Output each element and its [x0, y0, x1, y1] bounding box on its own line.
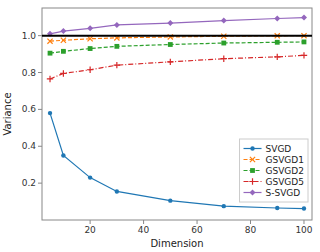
marker: [167, 20, 173, 26]
legend-marker: [249, 178, 255, 184]
x-tick: [197, 220, 198, 224]
marker: [87, 25, 93, 31]
legend-label: GSVGD5: [266, 177, 304, 187]
y-tick-label: 0.4: [22, 141, 37, 151]
marker: [221, 41, 226, 46]
marker: [275, 206, 279, 210]
marker: [114, 44, 119, 49]
marker: [61, 153, 65, 157]
legend-label: S-SVGD: [266, 188, 301, 198]
marker: [87, 67, 93, 73]
legend-label: SVGD: [266, 144, 292, 154]
legend-box: [240, 139, 308, 202]
marker: [221, 18, 227, 24]
y-tick-label: 0.6: [22, 104, 37, 114]
marker: [274, 54, 280, 60]
marker: [168, 198, 172, 202]
marker: [47, 76, 53, 82]
y-tick: [38, 35, 42, 36]
series-line: [50, 18, 304, 34]
marker: [88, 46, 93, 51]
y-tick: [38, 146, 42, 147]
marker: [47, 39, 52, 44]
legend-marker: [250, 146, 254, 150]
marker: [168, 42, 173, 47]
y-tick-label: 0.2: [22, 178, 36, 188]
x-axis-label: Dimension: [150, 238, 203, 249]
x-tick: [250, 220, 251, 224]
plot-area: [42, 15, 312, 211]
y-tick: [38, 109, 42, 110]
marker: [274, 16, 280, 22]
y-tick-label: 0.8: [22, 68, 37, 78]
y-tick: [38, 183, 42, 184]
marker: [302, 40, 307, 45]
x-tick-label: 80: [245, 225, 257, 235]
legend-marker: [250, 168, 255, 173]
marker: [301, 15, 307, 21]
marker: [114, 62, 120, 68]
legend: SVGDGSVGD1GSVGD2GSVGD5S-SVGD: [240, 139, 308, 202]
marker: [48, 111, 52, 115]
marker: [167, 59, 173, 65]
y-tick: [38, 72, 42, 73]
reference-line: [42, 35, 312, 37]
x-tick: [90, 220, 91, 224]
marker: [48, 51, 53, 56]
series-line: [50, 113, 304, 208]
marker: [275, 40, 280, 45]
series-line: [50, 55, 304, 79]
marker: [301, 52, 307, 58]
marker: [88, 175, 92, 179]
chart: 20 40 60 80 100 0.2 0.4 0.6 0.8 1.0 Dimension Varia…: [0, 0, 320, 252]
x-tick-label: 60: [191, 225, 203, 235]
legend-marker: [250, 190, 256, 196]
marker: [114, 22, 120, 28]
marker: [88, 36, 93, 41]
x-tick-label: 100: [295, 225, 312, 235]
legend-label: GSVGD2: [266, 166, 304, 176]
x-tick: [143, 220, 144, 224]
y-axis-label: Variance: [2, 92, 13, 135]
marker: [222, 204, 226, 208]
plot-frame: [42, 8, 312, 220]
x-tick-label: 20: [84, 225, 96, 235]
marker: [61, 49, 66, 54]
marker: [60, 70, 66, 76]
marker: [115, 189, 119, 193]
series-line: [50, 42, 304, 53]
marker: [302, 206, 306, 210]
x-tick: [303, 220, 304, 224]
marker: [221, 55, 227, 61]
legend-label: GSVGD1: [266, 155, 304, 165]
legend-marker: [250, 157, 255, 162]
marker: [60, 28, 66, 34]
y-tick-label: 1.0: [22, 31, 37, 41]
marker: [61, 38, 66, 43]
x-tick-label: 40: [138, 225, 150, 235]
